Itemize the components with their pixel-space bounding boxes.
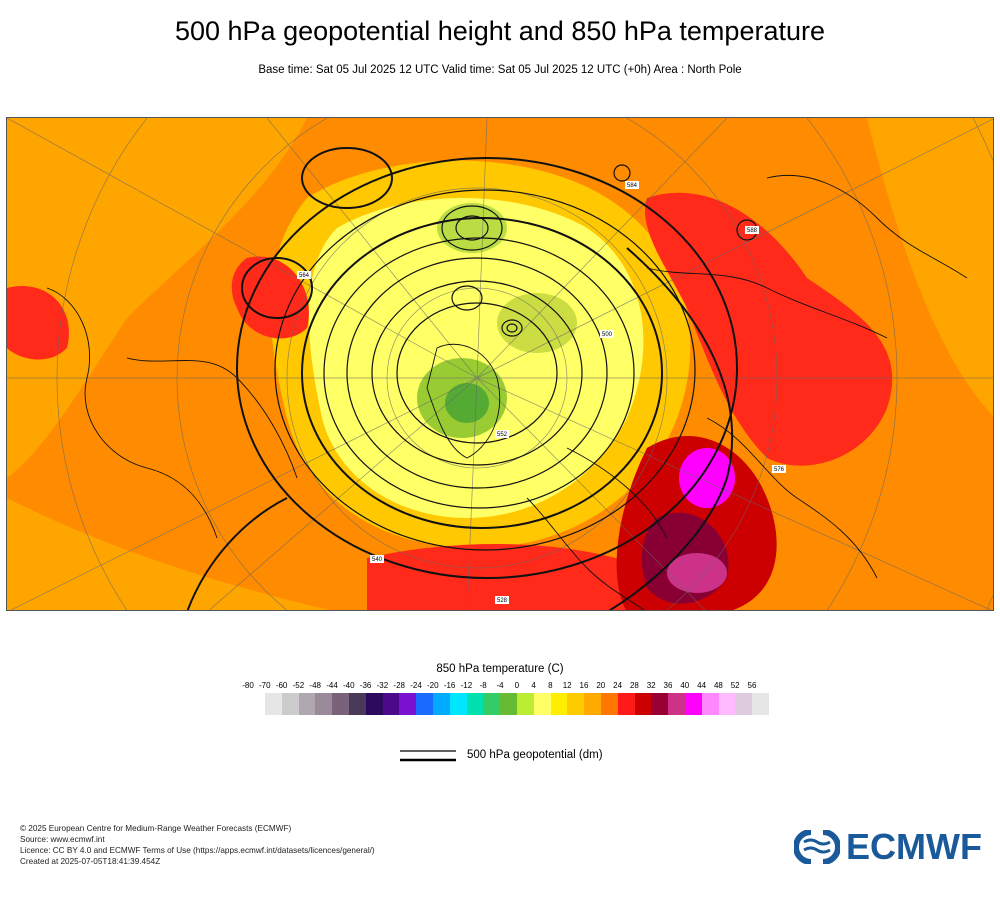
temperature-legend-ticks: -80 -70 -60 -52 -48 -44 -40 -36 -32 -28 -24 -20 -16-… [0,681,1000,693]
colorbar-swatch [449,693,467,715]
colorbar-swatch [500,693,517,715]
colorbar-tick-label: 0 [514,681,520,690]
colorbar-tick-label: -8 [479,681,487,690]
colorbar-tick-label: 20 [596,681,606,690]
colorbar-swatch [651,693,669,715]
contour-label-group: 500 540 552 576 584 588 564 528 [297,181,786,604]
colorbar-tick-label: 56 [747,681,757,690]
colorbar-swatch [281,693,299,715]
chart-subtitle: Base time: Sat 05 Jul 2025 12 UTC Valid … [258,64,742,76]
colorbar-swatch [752,693,769,715]
colorbar-tick-label: -40 [343,681,355,690]
colorbar-swatch [298,693,316,715]
contour-label: 552 [497,432,508,438]
colorbar-tick-label: 8 [548,681,553,690]
contour-label: 584 [627,183,638,189]
colorbar-swatch [600,693,618,715]
colorbar-swatch [483,693,501,715]
extreme-pink-patch [667,553,727,593]
colorbar-swatch [668,693,685,715]
colorbar-swatch [466,693,484,715]
colorbar-tick-label: 4 [531,681,536,690]
contour-label: 540 [372,557,383,563]
created-text: Created at 2025-07-05T18:41:39.454Z [20,857,161,866]
geopotential-contours [186,147,758,610]
colorbar-tick-label: -24 [410,681,422,690]
cold-pool-arctic [437,203,507,253]
colorbar-swatch [365,693,383,715]
colorbar-tick-label: 36 [663,681,673,690]
colorbar-swatch [684,693,702,715]
colorbar-tick-label: -36 [359,681,372,690]
copyright-text: © 2025 European Centre for Medium-Range … [20,824,292,833]
colorbar-tick-label: -4 [496,681,504,690]
colorbar-swatch [332,693,349,715]
colorbar-tick-label: 40 [680,681,690,690]
yellow-core [308,198,644,518]
colorbar-swatch [617,693,635,715]
colorbar-swatch [382,693,400,715]
colorbar-tick-label: 28 [629,681,639,690]
colorbar-swatch [718,693,736,715]
contour-label: 528 [497,598,508,604]
colorbar-tick-label: -52 [292,681,305,690]
colorbar-tick-label: -70 [259,681,271,690]
colorbar-tick-label: 16 [579,681,589,690]
colorbar-swatch [584,693,601,715]
chart-title: 500 hPa geopotential height and 850 hPa … [174,16,825,46]
hot-region-east-asia [645,192,893,466]
colorbar-swatch [634,693,652,715]
colorbar-tick-label: -32 [376,681,389,690]
colorbar-swatch [432,693,450,715]
colorbar-tick-label: 12 [562,681,572,690]
colorbar-swatch [399,693,417,715]
colorbar-tick-label: -12 [460,681,473,690]
contour-label: 500 [602,332,613,338]
source-text: Source: www.ecmwf.int [20,835,105,844]
orange-band-south [7,498,329,610]
colorbar-swatch [735,693,753,715]
temperature-legend-colorbar [265,693,769,715]
colorbar-swatch [533,693,551,715]
colorbar-tick-label: -16 [443,681,456,690]
ecmwf-logo: ECMWF [794,826,982,868]
geopotential-line-key [400,750,456,762]
hot-region-north-america [231,256,309,339]
north-pole-map: 500 540 552 576 584 588 564 528 [6,117,994,611]
colorbar-swatch [348,693,366,715]
licence-text: Licence: CC BY 4.0 and ECMWF Terms of Us… [20,846,375,855]
colorbar-swatch [550,693,568,715]
colorbar-tick-label: -20 [427,681,439,690]
colorbar-tick-label: -80 [242,681,254,690]
coastlines [46,174,968,610]
colorbar-tick-label: -44 [326,681,338,690]
colorbar-swatch [701,693,719,715]
geopotential-legend-label: 500 hPa geopotential (dm) [467,749,603,761]
colorbar-swatch [516,693,534,715]
colorbar-tick-label: 48 [713,681,723,690]
colorbar-swatch [315,693,333,715]
contour-label: 564 [299,273,310,279]
colorbar-swatch [567,693,585,715]
map-canvas: 500 540 552 576 584 588 564 528 [7,118,993,610]
colorbar-swatch [265,693,282,715]
hot-region-west [7,286,69,360]
colorbar-tick-label: 32 [646,681,656,690]
orange-band-west [7,118,307,478]
footer-credits: © 2025 European Centre for Medium-Range … [20,823,375,867]
temperature-legend-title: 850 hPa temperature (C) [436,663,564,675]
contour-label: 576 [774,467,785,473]
cold-pool-greenland-core [445,383,489,423]
colorbar-tick-label: -60 [275,681,288,690]
colorbar-tick-label: -28 [393,681,405,690]
ecmwf-logo-text: ECMWF [846,826,982,867]
orange-band-east [867,118,993,416]
contour-label: 588 [747,228,758,234]
colorbar-tick-label: 44 [697,681,707,690]
ecmwf-logo-mark-icon [794,830,840,864]
colorbar-tick-label: 24 [613,681,623,690]
colorbar-tick-label: -48 [309,681,321,690]
colorbar-tick-label: 52 [730,681,740,690]
colorbar-swatch [416,693,433,715]
